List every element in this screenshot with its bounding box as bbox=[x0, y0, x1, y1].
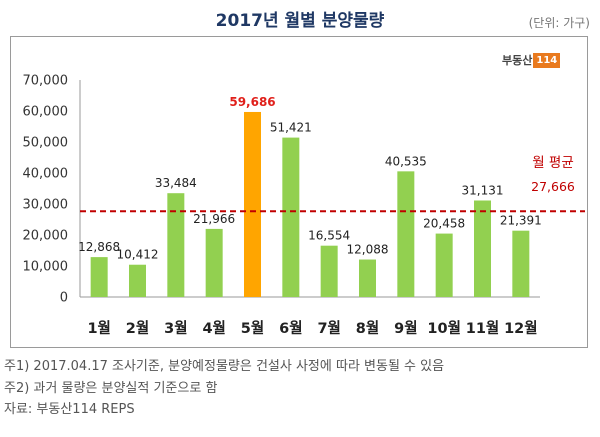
bar bbox=[359, 259, 376, 297]
bar bbox=[397, 171, 415, 297]
bar bbox=[282, 137, 300, 297]
y-tick-label: 60,000 bbox=[23, 105, 69, 120]
average-value-label: 27,666 bbox=[531, 179, 575, 194]
unit-label: (단위: 가구) bbox=[528, 16, 590, 30]
data-label: 16,554 bbox=[308, 229, 350, 243]
y-tick-label: 70,000 bbox=[23, 74, 69, 89]
data-label: 51,421 bbox=[270, 121, 312, 135]
source-note: 자료: 부동산114 REPS bbox=[4, 402, 135, 417]
brand-logo: 부동산 114 bbox=[502, 50, 561, 70]
x-tick-label: 9월 bbox=[394, 320, 417, 337]
bar bbox=[435, 233, 453, 297]
x-tick-label: 8월 bbox=[356, 320, 379, 337]
bar bbox=[90, 257, 108, 297]
data-label: 40,535 bbox=[385, 154, 427, 168]
logo-number: 114 bbox=[533, 52, 561, 68]
logo-text: 부동산 bbox=[502, 54, 533, 67]
y-tick-label: 30,000 bbox=[23, 198, 69, 213]
x-tick-label: 5월 bbox=[241, 320, 264, 337]
data-label: 31,131 bbox=[462, 183, 504, 197]
bar bbox=[244, 111, 261, 298]
y-tick-label: 20,000 bbox=[23, 229, 69, 244]
data-label: 12,868 bbox=[78, 240, 120, 254]
y-tick-label: 10,000 bbox=[23, 260, 69, 275]
x-tick-label: 11월 bbox=[466, 320, 500, 337]
y-tick-label: 0 bbox=[60, 291, 68, 306]
footnote-2: 주2) 과거 물량은 분양실적 기준으로 함 bbox=[4, 380, 218, 396]
x-tick-label: 3월 bbox=[164, 320, 187, 337]
x-tick-label: 4월 bbox=[202, 320, 225, 337]
data-label: 10,412 bbox=[117, 248, 159, 262]
y-tick-label: 40,000 bbox=[23, 167, 69, 182]
bar bbox=[205, 228, 223, 297]
x-tick-label: 10월 bbox=[427, 320, 461, 337]
chart-title: 2017년 월별 분양물량 bbox=[215, 11, 385, 31]
x-tick-label: 7월 bbox=[317, 320, 340, 337]
bar bbox=[512, 230, 530, 297]
data-label: 21,391 bbox=[500, 214, 542, 228]
chart-frame bbox=[10, 36, 588, 348]
bar bbox=[129, 264, 146, 297]
x-tick-label: 1월 bbox=[87, 320, 110, 337]
average-label: 월 평균 bbox=[532, 155, 574, 171]
x-tick-label: 12월 bbox=[504, 320, 538, 337]
data-label: 12,088 bbox=[347, 243, 389, 257]
data-label: 33,484 bbox=[155, 176, 197, 190]
y-tick-label: 50,000 bbox=[23, 136, 69, 151]
bar bbox=[167, 193, 185, 297]
data-label: 20,458 bbox=[423, 217, 465, 231]
data-label: 59,686 bbox=[229, 95, 275, 109]
bar bbox=[474, 200, 491, 297]
data-label: 21,966 bbox=[193, 212, 235, 226]
x-tick-label: 2월 bbox=[126, 320, 149, 337]
x-tick-label: 6월 bbox=[279, 320, 302, 337]
bar bbox=[320, 245, 338, 297]
footnotes: 주1) 2017.04.17 조사기준, 분양예정물량은 건설사 사정에 따라 … bbox=[4, 356, 444, 421]
footnote-1: 주1) 2017.04.17 조사기준, 분양예정물량은 건설사 사정에 따라 … bbox=[4, 359, 445, 374]
